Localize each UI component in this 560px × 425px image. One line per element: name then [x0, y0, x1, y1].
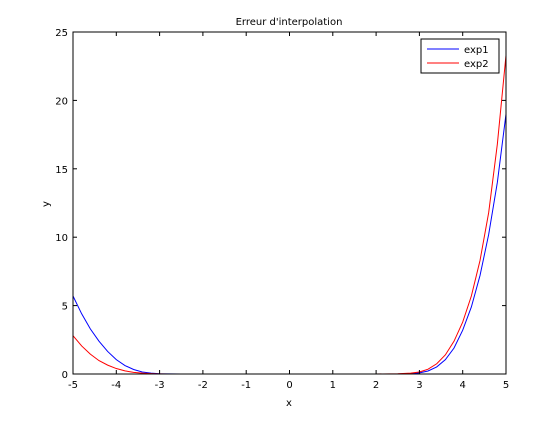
- y-axis-label: y: [41, 201, 52, 207]
- y-tick-label: 10: [55, 233, 68, 244]
- x-tick-label: 3: [416, 380, 422, 391]
- x-axis-label: x: [286, 398, 292, 409]
- x-tick-label: 5: [503, 380, 509, 391]
- x-tick-label: -5: [68, 380, 78, 391]
- x-tick-label: -3: [155, 380, 165, 391]
- x-tick-label: 0: [286, 380, 292, 391]
- legend-label-exp1: exp1: [464, 45, 489, 56]
- y-tick-label: 25: [55, 28, 68, 39]
- legend-label-exp2: exp2: [464, 59, 489, 70]
- y-tick-label: 20: [55, 96, 68, 107]
- x-tick-label: -2: [198, 380, 208, 391]
- x-tick-label: -4: [111, 380, 121, 391]
- x-tick-label: 4: [460, 380, 466, 391]
- y-tick-label: 0: [62, 370, 68, 381]
- legend: exp1 exp2: [420, 38, 500, 74]
- x-tick-label: -1: [241, 380, 251, 391]
- plot-area: [73, 32, 506, 374]
- y-tick-label: 15: [55, 165, 68, 176]
- legend-box: [420, 38, 500, 74]
- x-tick-label: 1: [330, 380, 336, 391]
- y-tick-label: 5: [62, 302, 68, 313]
- x-tick-label: 2: [373, 380, 379, 391]
- chart-title: Erreur d'interpolation: [236, 17, 343, 28]
